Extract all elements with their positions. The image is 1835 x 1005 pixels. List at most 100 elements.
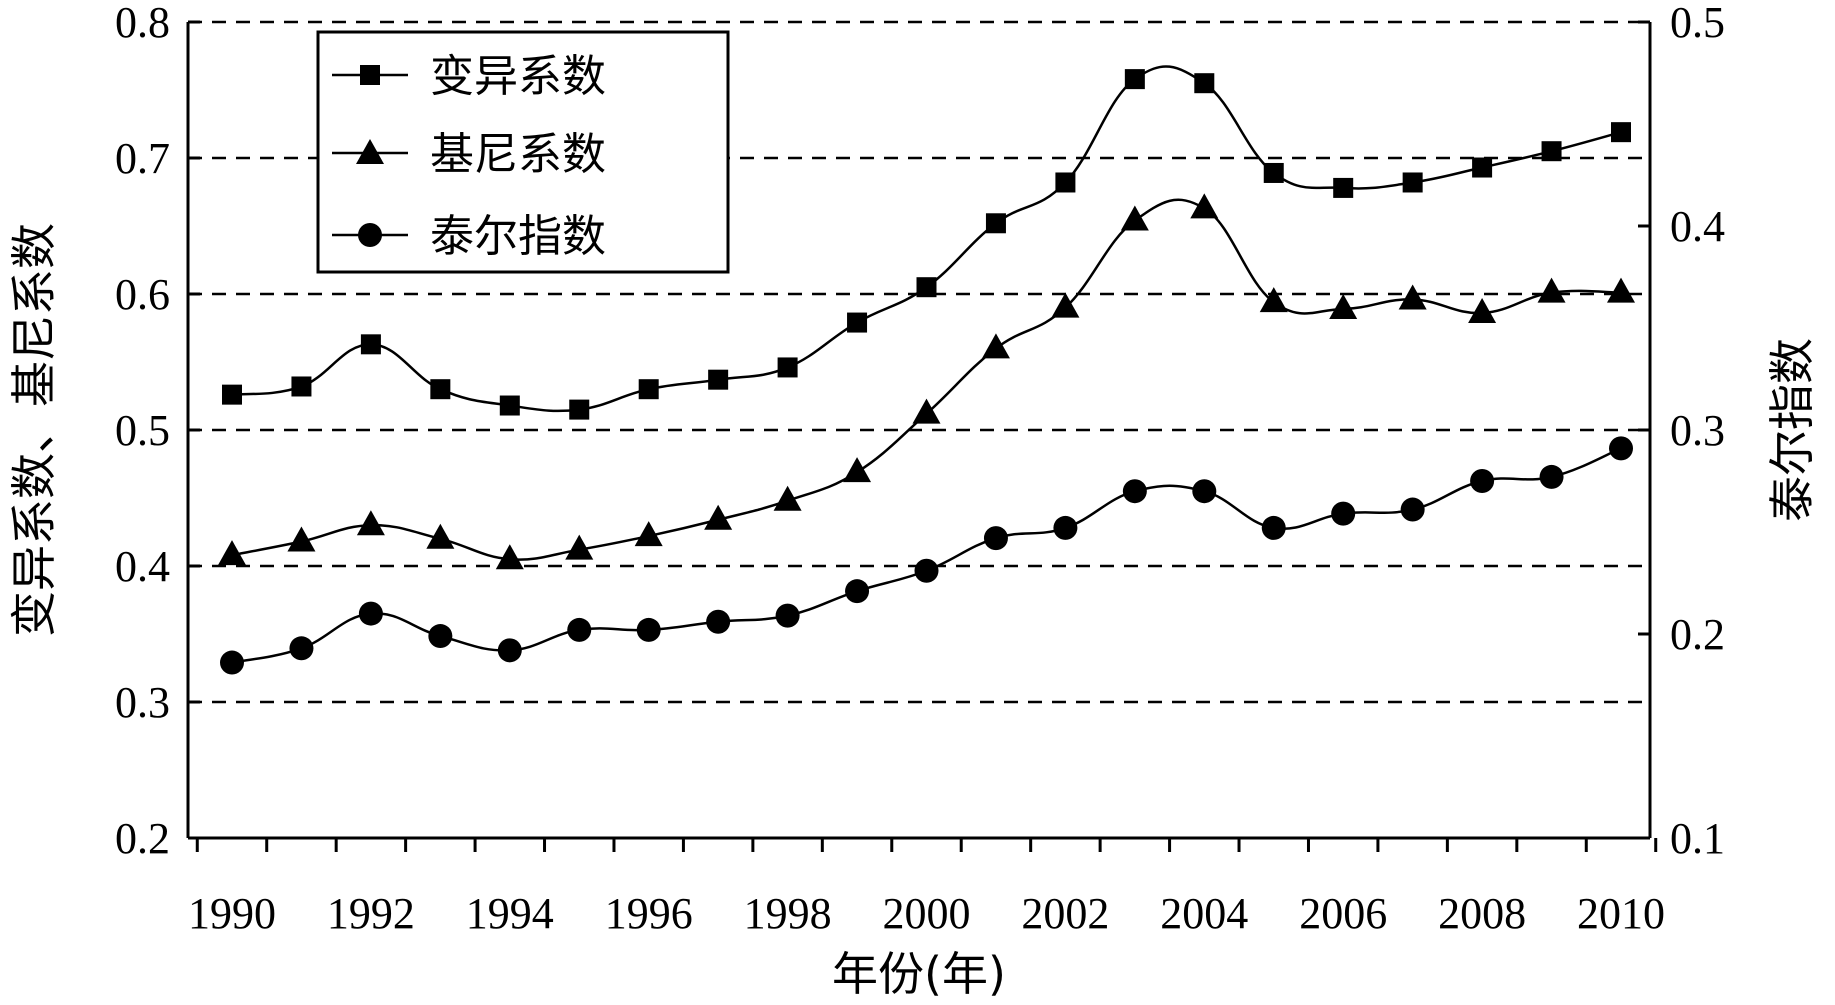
data-point-triangle (634, 521, 663, 547)
data-point-triangle (495, 544, 524, 570)
data-point-square (1333, 177, 1354, 198)
data-point-circle (567, 617, 592, 642)
data-point-triangle (1259, 287, 1288, 313)
data-point-triangle (1120, 205, 1149, 231)
legend-label-2: 泰尔指数 (430, 211, 606, 262)
x-axis-tick-label: 1996 (605, 889, 693, 938)
right-axis-title: 泰尔指数 (1765, 338, 1819, 522)
legend: 变异系数 基尼系数 泰尔指数 (316, 30, 730, 274)
data-point-circle (706, 609, 731, 634)
data-point-square (1124, 69, 1145, 90)
data-point-circle (1331, 501, 1356, 526)
data-point-circle (1609, 436, 1633, 461)
x-axis-tick-label: 2000 (883, 889, 971, 938)
right-axis-tick-label: 0.1 (1670, 814, 1725, 863)
data-point-circle (983, 526, 1008, 551)
data-point-circle (775, 603, 800, 628)
right-axis-tick-label: 0.2 (1670, 610, 1725, 659)
data-point-circle (845, 579, 870, 604)
x-axis-title: 年份(年) (832, 947, 1006, 1001)
data-point-circle (497, 638, 522, 663)
left-axis-tick-label: 0.2 (115, 814, 170, 863)
data-point-triangle (1329, 293, 1358, 319)
data-series (218, 65, 1635, 675)
axis-ticks: 0.2 0.3 0.4 0.5 0.6 0.7 0.8 0.1 0.2 0.3 0.4 0.5 1990… (115, 0, 1725, 938)
data-point-circle (1400, 497, 1425, 522)
data-point-circle (1122, 479, 1147, 504)
data-point-circle (1192, 479, 1217, 504)
data-point-triangle (1537, 277, 1566, 303)
data-point-square (1541, 141, 1562, 162)
left-axis-tick-label: 0.7 (115, 134, 170, 183)
x-axis-tick-label: 1998 (744, 889, 832, 938)
data-point-square (708, 369, 729, 390)
left-axis-tick-label: 0.6 (115, 270, 170, 319)
legend-label-0: 变异系数 (430, 51, 606, 102)
data-point-triangle (1190, 193, 1219, 219)
legend-label-1: 基尼系数 (430, 129, 606, 180)
data-point-triangle (773, 485, 802, 511)
left-axis-tick-label: 0.3 (115, 678, 170, 727)
data-point-triangle (1051, 292, 1080, 318)
left-axis-tick-label: 0.8 (115, 0, 170, 47)
data-point-triangle (356, 510, 385, 536)
x-axis-tick-label: 2002 (1021, 889, 1109, 938)
data-point-square (1194, 73, 1215, 94)
right-axis-tick-label: 0.4 (1670, 202, 1725, 251)
data-point-circle (1261, 515, 1286, 540)
series-line-0 (231, 65, 1622, 413)
legend-marker-square (360, 65, 380, 85)
data-point-square (1472, 157, 1493, 178)
data-point-square (360, 334, 381, 355)
data-point-triangle (912, 398, 941, 424)
data-point-triangle (218, 540, 246, 566)
data-point-triangle (287, 526, 316, 552)
data-point-square (291, 376, 312, 397)
data-point-square (569, 399, 590, 420)
data-point-square (1402, 172, 1423, 193)
right-axis-tick-label: 0.3 (1670, 406, 1725, 455)
data-point-triangle (1607, 277, 1635, 303)
x-axis-tick-label: 2006 (1299, 889, 1387, 938)
data-point-triangle (843, 457, 872, 483)
data-point-triangle (1398, 284, 1427, 310)
data-point-square (1055, 172, 1076, 193)
data-point-circle (1053, 515, 1078, 540)
data-point-square (777, 357, 798, 378)
data-point-square (916, 277, 937, 298)
data-point-circle (914, 558, 939, 583)
data-point-square (1263, 162, 1284, 183)
x-axis-tick-label: 2010 (1577, 889, 1665, 938)
data-point-triangle (1468, 298, 1497, 324)
data-point-square (1611, 122, 1631, 143)
data-point-circle (220, 650, 244, 675)
data-point-circle (289, 636, 314, 661)
data-point-square (222, 384, 242, 405)
x-axis-tick-label: 1994 (466, 889, 554, 938)
x-axis-tick-label: 1990 (188, 889, 276, 938)
data-point-square (985, 213, 1006, 234)
data-point-square (499, 395, 520, 416)
data-point-circle (1470, 469, 1495, 493)
left-axis-tick-label: 0.5 (115, 406, 170, 455)
data-point-triangle (565, 534, 594, 560)
data-point-circle (1539, 464, 1564, 489)
series-line-1 (231, 198, 1622, 561)
left-axis-title: 变异系数、基尼系数 (7, 223, 61, 637)
data-point-circle (358, 601, 383, 626)
right-axis-tick-label: 0.5 (1670, 0, 1725, 47)
legend-marker-triangle (356, 139, 384, 164)
data-point-circle (428, 624, 453, 649)
x-axis-tick-label: 1992 (327, 889, 415, 938)
data-point-square (430, 379, 451, 400)
data-point-triangle (704, 504, 733, 530)
legend-marker-circle (358, 223, 382, 247)
data-point-square (638, 379, 659, 400)
left-axis-tick-label: 0.4 (115, 542, 170, 591)
data-point-triangle (426, 523, 455, 549)
data-point-square (847, 312, 868, 333)
x-axis-tick-label: 2008 (1438, 889, 1526, 938)
data-point-circle (636, 617, 661, 642)
x-axis-tick-label: 2004 (1160, 889, 1248, 938)
